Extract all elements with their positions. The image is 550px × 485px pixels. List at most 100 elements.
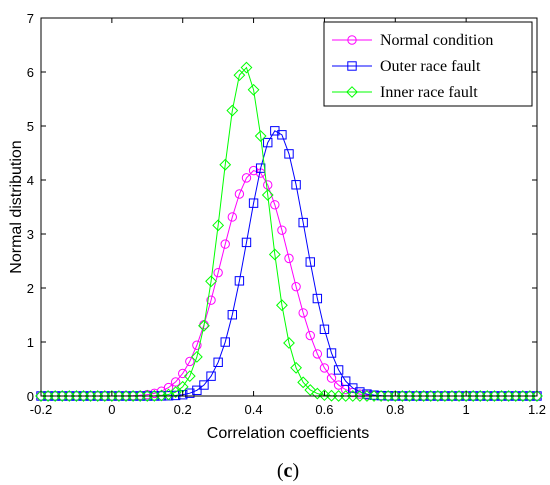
legend-marker: [346, 86, 358, 98]
data-point: [170, 377, 181, 387]
data-point: [219, 158, 232, 171]
data-point: [183, 370, 196, 383]
data-point: [254, 130, 267, 142]
data-point: [284, 149, 294, 159]
legend-marker: [347, 35, 357, 45]
data-point: [268, 248, 281, 261]
x-axis-title: Correlation coefficients: [207, 425, 369, 442]
legend-marker: [347, 61, 357, 71]
data-point: [162, 388, 175, 401]
data-point: [190, 350, 203, 363]
data-point: [326, 373, 337, 383]
legend-entry: Outer race fault: [332, 58, 481, 75]
data-point: [248, 165, 259, 176]
data-point: [212, 219, 225, 232]
data-point: [234, 276, 245, 286]
data-point: [305, 330, 315, 341]
y-axis-title: Normal distribution: [8, 140, 25, 273]
data-point: [319, 363, 330, 373]
data-point: [277, 225, 287, 235]
data-point: [206, 371, 216, 381]
data-point: [213, 357, 223, 367]
x-tick-label: -0.2: [30, 402, 52, 417]
data-point: [261, 189, 274, 201]
y-tick-label: 0: [27, 389, 34, 404]
data-point: [312, 349, 323, 359]
x-tick-label: 0.6: [315, 402, 333, 417]
data-point: [192, 385, 202, 395]
data-point: [192, 340, 202, 350]
data-point: [291, 180, 301, 190]
data-point: [213, 267, 223, 278]
y-tick-label: 1: [27, 335, 34, 350]
y-tick-label: 4: [27, 173, 34, 188]
plot-frame: [40, 17, 538, 397]
legend-label: Outer race fault: [380, 58, 481, 75]
x-tick-label: 0.2: [174, 402, 192, 417]
data-point: [319, 324, 330, 334]
data-point: [283, 337, 295, 349]
caption-letter: c: [284, 460, 293, 482]
data-point: [198, 319, 210, 332]
data-point: [205, 275, 217, 288]
data-point: [305, 257, 315, 267]
caption-close: ): [292, 460, 299, 482]
data-point: [185, 356, 195, 367]
legend-entry: Normal condition: [332, 32, 493, 49]
x-tick-label: 0.4: [245, 402, 263, 417]
data-point: [185, 388, 195, 398]
y-tick-label: 2: [27, 281, 34, 296]
legend-entries: Normal condition Outer race fault Inner ra…: [332, 32, 493, 101]
data-point: [169, 386, 182, 399]
x-tick-label: 1: [463, 402, 470, 417]
x-tick-label: 1.2: [528, 402, 546, 417]
y-tick-label: 5: [27, 119, 34, 134]
data-point: [220, 337, 230, 347]
y-tick-label: 6: [27, 65, 34, 80]
data-point: [170, 390, 181, 401]
data-point: [155, 389, 168, 402]
data-point: [227, 212, 238, 222]
data-point: [233, 69, 246, 82]
x-tick-label: 0: [108, 402, 115, 417]
data-point: [226, 104, 239, 117]
data-point: [199, 380, 209, 390]
data-point: [277, 130, 287, 140]
data-point: [304, 384, 317, 396]
legend-label: Inner race fault: [380, 84, 478, 101]
data-point: [298, 217, 308, 228]
data-point: [297, 376, 310, 389]
data-point: [227, 310, 238, 320]
y-tick-label: 3: [27, 227, 34, 242]
data-point: [206, 295, 216, 305]
data-point: [340, 376, 351, 386]
legend: Normal condition Outer race fault Inner ra…: [323, 21, 533, 107]
data-point: [240, 61, 253, 74]
legend-entry: Inner race fault: [332, 84, 478, 101]
data-point: [234, 189, 245, 199]
figure-caption: (c): [277, 460, 299, 482]
data-point: [241, 237, 252, 248]
data-point: [333, 365, 344, 375]
data-point: [248, 198, 259, 208]
data-point: [298, 308, 308, 318]
legend-label: Normal condition: [380, 32, 493, 49]
data-point: [241, 173, 252, 183]
data-point: [290, 361, 302, 374]
x-tick-label: 0.8: [386, 402, 404, 417]
data-point: [247, 83, 260, 96]
data-point: [284, 253, 294, 264]
data-point: [326, 348, 337, 358]
data-point: [263, 137, 273, 148]
data-point: [311, 387, 324, 400]
data-point: [220, 239, 230, 249]
data-point: [531, 390, 543, 402]
data-point: [318, 389, 331, 402]
y-tick-label: 7: [27, 11, 34, 26]
caption-open: (: [277, 460, 284, 482]
data-point: [312, 293, 323, 304]
data-point: [276, 299, 288, 312]
data-point: [270, 200, 280, 210]
